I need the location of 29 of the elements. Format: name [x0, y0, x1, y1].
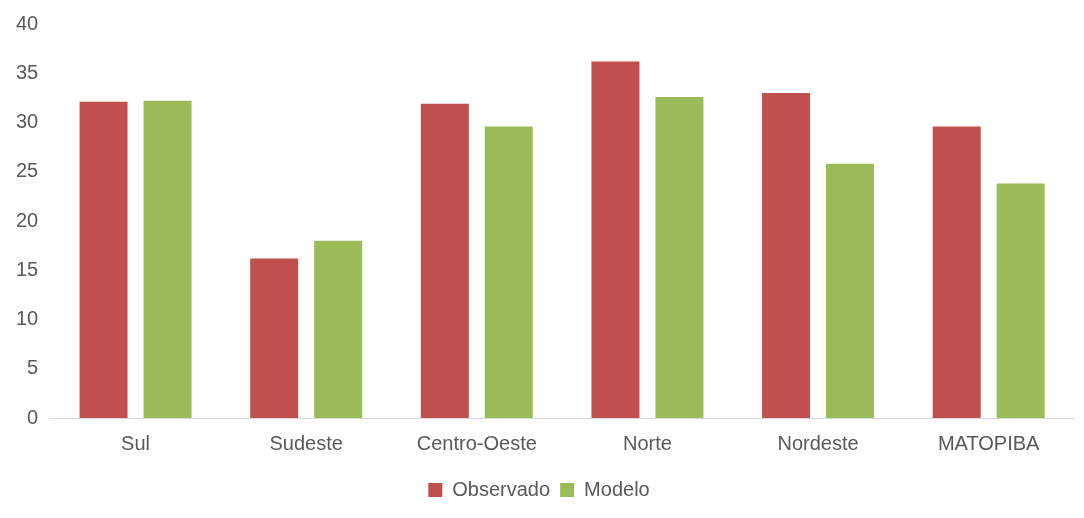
bar — [484, 126, 533, 418]
x-tick-label: Centro-Oeste — [416, 431, 537, 454]
y-tick-label: 0 — [27, 405, 39, 428]
x-tick-label: Nordeste — [777, 431, 859, 454]
y-tick-label: 20 — [16, 208, 39, 231]
bar — [591, 61, 640, 418]
y-tick-label: 25 — [16, 159, 39, 182]
y-tick-label: 35 — [16, 60, 39, 83]
bar — [250, 258, 299, 418]
x-tick-label: Norte — [622, 431, 672, 454]
y-tick-label: 40 — [16, 11, 39, 34]
bar — [143, 100, 192, 418]
bar — [314, 240, 363, 418]
x-tick-label: Sudeste — [269, 431, 343, 454]
x-tick-label: MATOPIBA — [937, 431, 1041, 454]
bar — [996, 183, 1045, 418]
bar — [826, 163, 875, 418]
bar — [655, 96, 704, 418]
y-tick-label: 5 — [27, 356, 39, 379]
y-tick-label: 10 — [16, 307, 39, 330]
y-tick-label: 30 — [16, 110, 39, 133]
bar — [420, 103, 469, 418]
legend-label: Modelo — [584, 477, 650, 500]
bar — [762, 92, 811, 418]
x-tick-label: Sul — [121, 431, 151, 454]
y-tick-label: 15 — [16, 257, 39, 280]
bar — [79, 101, 128, 418]
legend-label: Observado — [452, 477, 551, 500]
bar — [932, 126, 981, 418]
